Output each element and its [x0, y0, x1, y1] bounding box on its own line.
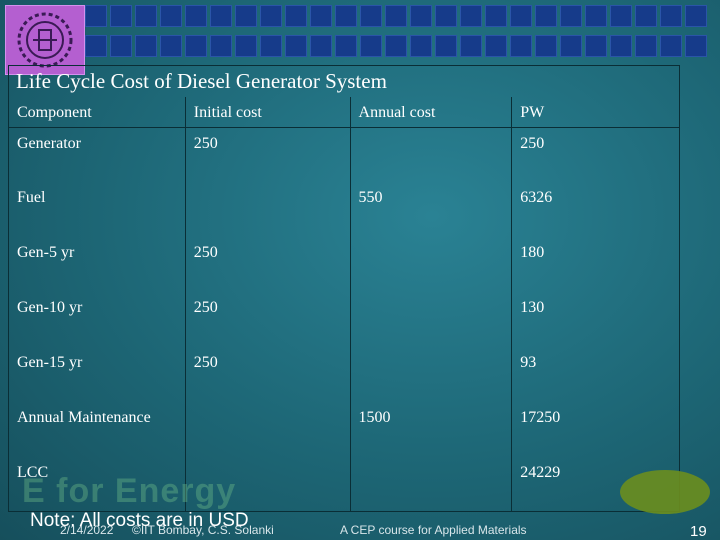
table-cell: Gen-5 yr [8, 237, 186, 292]
table-cell: 250 [184, 347, 351, 402]
table-row: Annual Maintenance 1500 17250 [8, 402, 680, 457]
table-cell [349, 127, 513, 182]
page-number: 19 [690, 523, 707, 540]
table-row: Generator 250 250 [8, 127, 680, 182]
table-cell: 1500 [349, 402, 513, 457]
table-cell [349, 457, 513, 512]
life-cycle-cost-table: Component Initial cost Annual cost PW Ge… [8, 97, 680, 512]
footer-course: A CEP course for Applied Materials [340, 523, 527, 537]
decorative-tile-grid [85, 0, 720, 70]
table-cell [184, 457, 351, 512]
header-cell: Annual cost [349, 97, 513, 128]
table-cell: 93 [511, 347, 680, 402]
table-cell: Fuel [8, 182, 186, 237]
table-cell: 250 [184, 127, 351, 182]
table-cell: 180 [511, 237, 680, 292]
cost-note: Note: All costs are in USD [30, 510, 249, 531]
table-cell [349, 237, 513, 292]
table-cell [184, 182, 351, 237]
table-header-row: Component Initial cost Annual cost PW [8, 97, 680, 128]
header-cell: Component [8, 97, 186, 128]
header-cell: Initial cost [184, 97, 351, 128]
table-cell [349, 292, 513, 347]
footer-date: 2/14/2022 [60, 523, 114, 537]
table-cell: 550 [349, 182, 513, 237]
table-cell: 17250 [511, 402, 680, 457]
table-cell [349, 347, 513, 402]
table-cell: 6326 [511, 182, 680, 237]
table-cell: Gen-15 yr [8, 347, 186, 402]
table-cell [184, 402, 351, 457]
table-row: Gen-10 yr 250 130 [8, 292, 680, 347]
table-row: Gen-5 yr 250 180 [8, 237, 680, 292]
decorative-blob [620, 470, 710, 514]
table-cell: 130 [511, 292, 680, 347]
table-cell: Annual Maintenance [8, 402, 186, 457]
table-cell: Generator [8, 127, 186, 182]
gear-emblem-icon [17, 12, 73, 68]
institute-logo [5, 5, 85, 75]
slide-title: Life Cycle Cost of Diesel Generator Syst… [16, 69, 387, 93]
table-cell: 250 [184, 292, 351, 347]
table-cell: 250 [184, 237, 351, 292]
header-cell: PW [511, 97, 680, 128]
table-cell: 250 [511, 127, 680, 182]
table-row: Fuel 550 6326 [8, 182, 680, 237]
table-cell: LCC [8, 457, 186, 512]
watermark-logo: E for Energy [22, 472, 237, 510]
table-row: Gen-15 yr 250 93 [8, 347, 680, 402]
table-cell: Gen-10 yr [8, 292, 186, 347]
footer-credit: ©IIT Bombay, C.S. Solanki [132, 523, 274, 537]
